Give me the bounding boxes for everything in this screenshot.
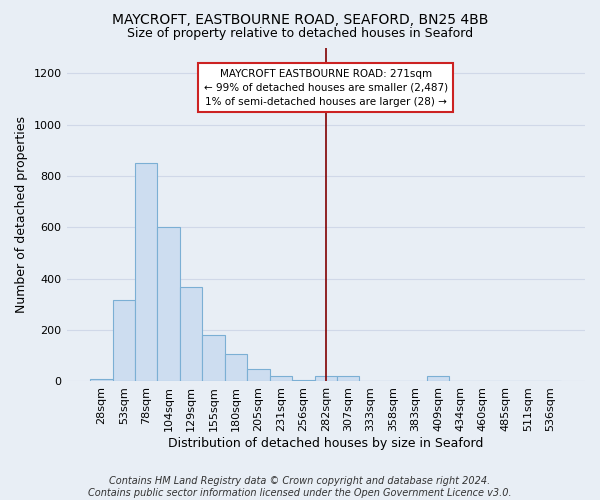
Text: Size of property relative to detached houses in Seaford: Size of property relative to detached ho… [127, 28, 473, 40]
Text: MAYCROFT, EASTBOURNE ROAD, SEAFORD, BN25 4BB: MAYCROFT, EASTBOURNE ROAD, SEAFORD, BN25… [112, 12, 488, 26]
Bar [157, 227, 180, 382]
Y-axis label: Number of detached properties: Number of detached properties [15, 116, 28, 313]
Bar [314, 376, 337, 382]
Bar [292, 380, 314, 382]
X-axis label: Distribution of detached houses by size in Seaford: Distribution of detached houses by size … [168, 437, 484, 450]
Text: Contains HM Land Registry data © Crown copyright and database right 2024.
Contai: Contains HM Land Registry data © Crown c… [88, 476, 512, 498]
Bar [427, 376, 449, 382]
Bar [225, 354, 247, 382]
Bar [202, 335, 225, 382]
Bar [247, 370, 269, 382]
Bar [135, 163, 157, 382]
Bar [113, 300, 135, 382]
Bar [180, 286, 202, 382]
Bar [269, 376, 292, 382]
Bar [337, 376, 359, 382]
Bar [90, 379, 113, 382]
Text: MAYCROFT EASTBOURNE ROAD: 271sqm
← 99% of detached houses are smaller (2,487)
1%: MAYCROFT EASTBOURNE ROAD: 271sqm ← 99% o… [204, 68, 448, 106]
